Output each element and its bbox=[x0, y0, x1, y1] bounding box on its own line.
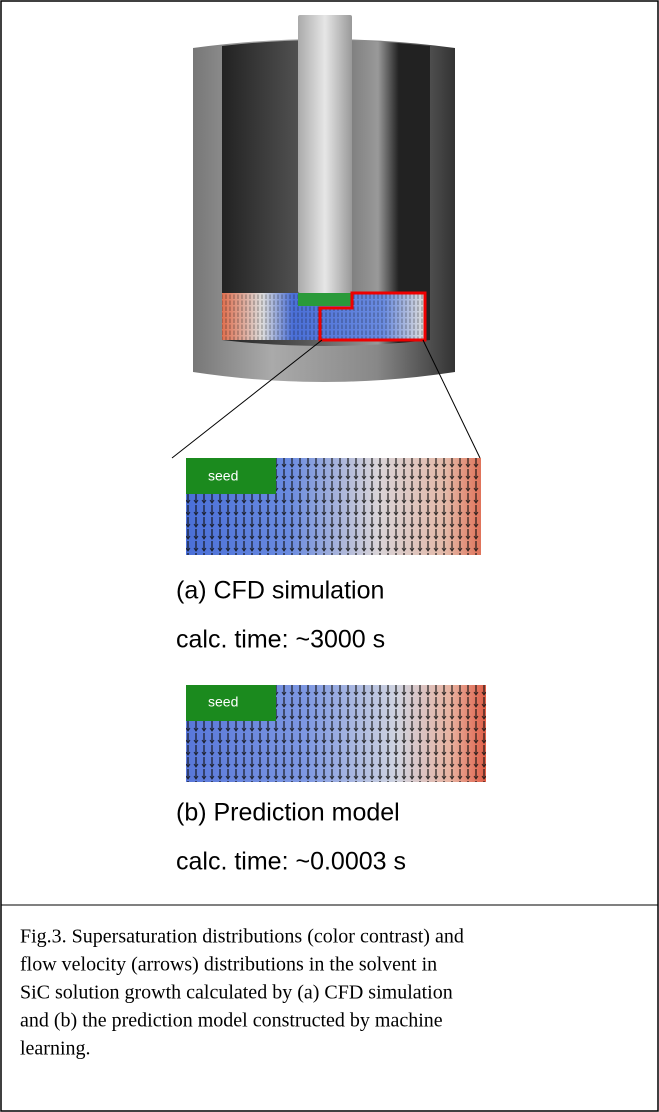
seed-label: seed bbox=[208, 694, 238, 710]
caption-line: flow velocity (arrows) distributions in … bbox=[20, 954, 437, 976]
caption-line: learning. bbox=[20, 1038, 91, 1060]
panel-title: (a) CFD simulation bbox=[176, 577, 384, 605]
caption-line: SiC solution growth calculated by (a) CF… bbox=[20, 982, 453, 1004]
panel-a: seed (a) CFD simulation calc. time: ~300… bbox=[176, 458, 481, 654]
caption: Fig.3. Supersaturation distributions (co… bbox=[20, 926, 464, 1060]
panel-b: seed (b) Prediction model calc. time: ~0… bbox=[176, 685, 486, 876]
panel-title: (b) Prediction model bbox=[176, 799, 400, 827]
caption-line: and (b) the prediction model constructed… bbox=[20, 1010, 443, 1032]
crucible bbox=[171, 15, 481, 459]
caption-line: Fig.3. Supersaturation distributions (co… bbox=[20, 926, 464, 948]
calc-time: calc. time: ~0.0003 s bbox=[176, 848, 406, 876]
calc-time: calc. time: ~3000 s bbox=[176, 626, 385, 654]
seed-label: seed bbox=[208, 468, 238, 484]
